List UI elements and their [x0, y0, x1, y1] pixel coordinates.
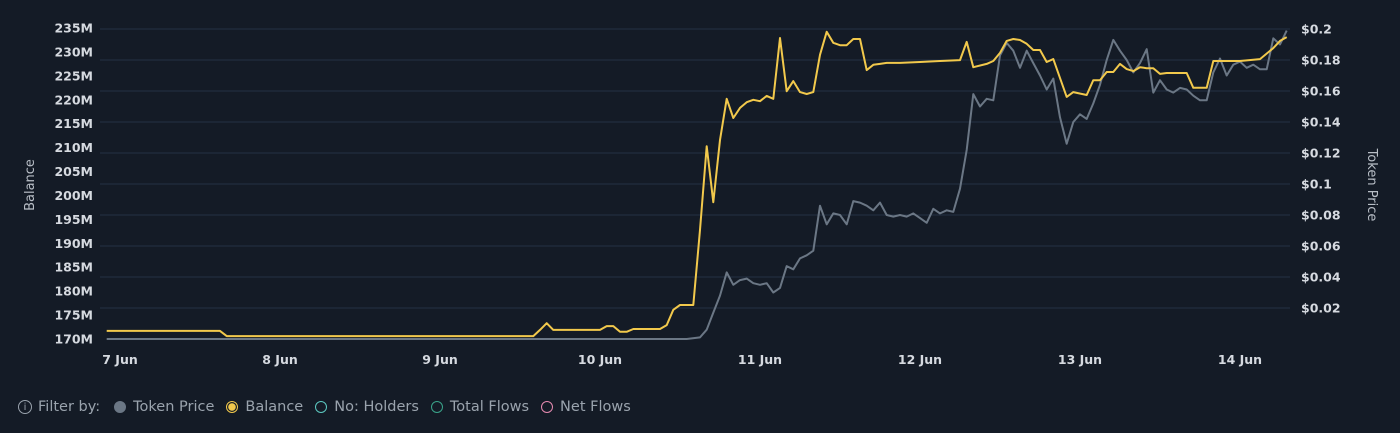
- legend-label: Balance: [245, 399, 304, 415]
- legend-filter-bar: i Filter by: Token Price Balance No: Holde…: [18, 399, 643, 415]
- x-tick-label: 11 Jun: [738, 352, 782, 367]
- left-tick-label: 180M: [54, 284, 93, 299]
- left-tick-label: 185M: [54, 260, 93, 275]
- left-axis-ticks: 235M 230M 225M 220M 215M 210M 205M 200M 195M 190M…: [54, 21, 93, 347]
- legend-label: No: Holders: [334, 399, 419, 415]
- right-tick-label: $0.04: [1301, 270, 1341, 285]
- legend-label: Net Flows: [560, 399, 631, 415]
- right-tick-label: $0.16: [1301, 84, 1341, 99]
- info-circle-icon[interactable]: i: [18, 400, 32, 414]
- left-tick-label: 235M: [54, 21, 93, 36]
- filter-label: Filter by:: [38, 399, 101, 415]
- legend-label: Total Flows: [449, 399, 530, 415]
- right-tick-label: $0.1: [1301, 177, 1332, 192]
- legend-dot-icon: [226, 401, 239, 413]
- right-tick-label: $0.08: [1301, 208, 1341, 223]
- left-tick-label: 170M: [54, 332, 93, 347]
- legend-item-net-flows[interactable]: Net Flows: [541, 399, 631, 415]
- right-tick-label: $0.02: [1301, 301, 1341, 316]
- legend-item-token-price[interactable]: Token Price: [114, 399, 214, 415]
- left-axis-title: Balance: [23, 159, 38, 211]
- left-tick-label: 220M: [54, 92, 93, 107]
- left-tick-label: 210M: [54, 140, 93, 155]
- legend-item-balance[interactable]: Balance: [226, 399, 303, 415]
- legend-item-total-flows[interactable]: Total Flows: [430, 399, 530, 415]
- x-tick-label: 7 Jun: [102, 352, 138, 367]
- balance-price-chart: 235M 230M 225M 220M 215M 210M 205M 200M 195M 190M…: [23, 21, 1379, 368]
- right-axis-title: Token Price: [1364, 148, 1379, 222]
- right-tick-label: $0.14: [1301, 115, 1341, 130]
- gridlines: [100, 28, 1290, 309]
- right-tick-label: $0.12: [1301, 146, 1341, 161]
- right-tick-label: $0.2: [1301, 22, 1332, 37]
- legend-dot-icon: [315, 401, 328, 413]
- left-tick-label: 200M: [54, 188, 93, 203]
- left-tick-label: 225M: [54, 68, 93, 83]
- x-tick-label: 13 Jun: [1058, 352, 1102, 367]
- legend-dot-icon: [114, 401, 127, 413]
- x-tick-label: 9 Jun: [422, 352, 458, 367]
- right-tick-label: $0.06: [1301, 239, 1341, 254]
- x-tick-label: 14 Jun: [1218, 352, 1262, 367]
- series-line-token-price: [106, 30, 1288, 340]
- series-lines: [106, 30, 1288, 340]
- series-line-balance: [106, 30, 1288, 338]
- x-tick-label: 8 Jun: [262, 352, 298, 367]
- left-tick-label: 190M: [54, 236, 93, 251]
- left-tick-label: 195M: [54, 212, 93, 227]
- right-tick-label: $0.18: [1301, 53, 1341, 68]
- left-tick-label: 205M: [54, 164, 93, 179]
- legend-dot-icon: [541, 401, 554, 413]
- legend-label: Token Price: [133, 399, 215, 415]
- right-axis-ticks: $0.2 $0.18 $0.16 $0.14 $0.12 $0.1 $0.08 $0.06 $0…: [1301, 22, 1341, 316]
- x-axis-ticks: 7 Jun 8 Jun 9 Jun 10 Jun 11 Jun 12 Jun 13 Jun 1…: [102, 352, 1262, 367]
- x-tick-label: 10 Jun: [578, 352, 622, 367]
- legend-dot-icon: [430, 401, 443, 413]
- legend-item-no-holders[interactable]: No: Holders: [315, 399, 419, 415]
- left-tick-label: 215M: [54, 116, 93, 131]
- x-tick-label: 12 Jun: [898, 352, 942, 367]
- left-tick-label: 175M: [54, 308, 93, 323]
- left-tick-label: 230M: [54, 44, 93, 59]
